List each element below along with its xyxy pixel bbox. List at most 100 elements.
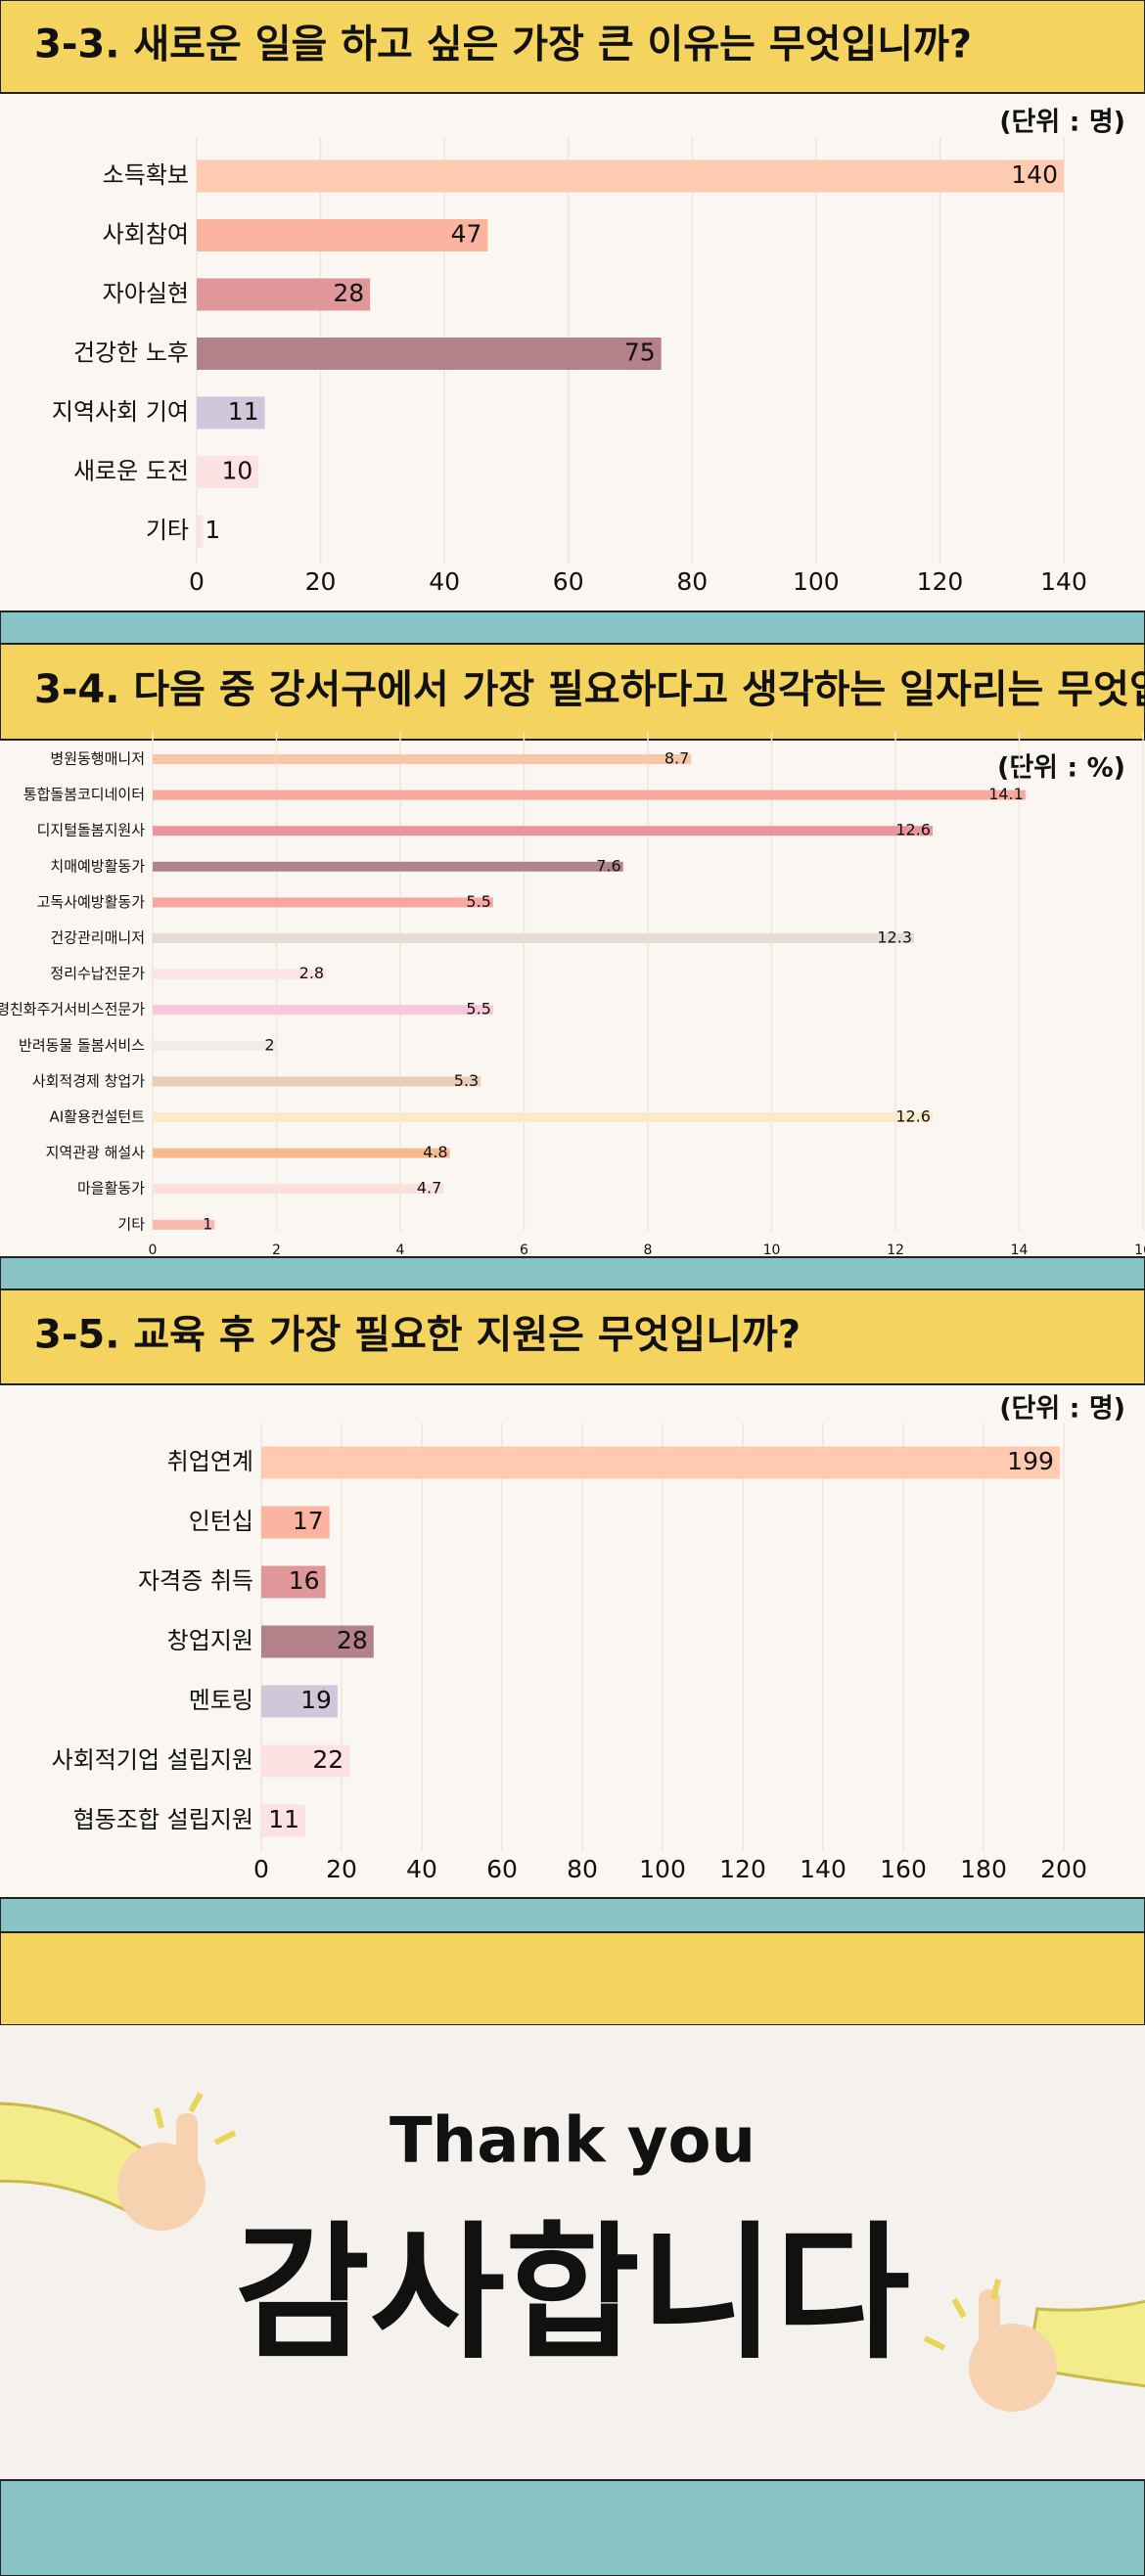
bar	[197, 159, 1064, 193]
bar	[261, 1506, 330, 1539]
section-title: 3-4. 다음 중 강서구에서 가장 필요하다고 생각하는 일자리는 무엇입니까…	[34, 667, 1145, 712]
x-tick-label: 8	[644, 1243, 653, 1258]
category-label: AI활용컨설턴트	[50, 1108, 146, 1126]
thumbs-up-right	[923, 2279, 1145, 2412]
bar	[153, 933, 914, 943]
separator	[0, 1256, 1145, 1290]
category-label: 사회참여	[103, 221, 189, 249]
value-label: 10	[221, 457, 252, 485]
unit-label: (단위 : 명)	[999, 108, 1125, 138]
section-title: 3-5. 교육 후 가장 필요한 지원은 무엇입니까?	[34, 1313, 801, 1358]
category-label: 기타	[146, 517, 189, 544]
x-tick-label: 20	[305, 567, 337, 596]
value-label: 12.3	[877, 928, 912, 947]
value-label: 75	[624, 339, 656, 367]
value-label: 2.8	[299, 964, 324, 982]
x-tick-label: 2	[272, 1243, 281, 1258]
value-label: 199	[1007, 1447, 1054, 1475]
x-tick-label: 60	[553, 567, 584, 596]
category-label: 새로운 도전	[73, 458, 189, 485]
x-tick-label: 20	[326, 1855, 357, 1883]
x-tick-label: 16	[1134, 1243, 1145, 1258]
bar	[261, 1625, 374, 1658]
x-tick-label: 0	[149, 1243, 158, 1258]
closing-english: Thank you	[389, 2105, 756, 2178]
x-tick-label: 14	[1011, 1243, 1029, 1258]
section-header	[0, 643, 1145, 741]
bar	[261, 1565, 326, 1599]
x-tick-label: 0	[253, 1855, 269, 1883]
category-label: 자격증 취득	[138, 1567, 253, 1595]
category-label: 소득확보	[103, 161, 189, 189]
category-label: 치매예방활동가	[50, 857, 145, 875]
separator	[0, 2479, 1145, 2576]
closing-panel	[0, 2025, 1145, 2480]
value-label: 5.5	[466, 892, 490, 911]
value-label: 47	[451, 220, 482, 249]
category-label: 병원동행매니저	[50, 750, 145, 768]
x-tick-label: 0	[189, 567, 205, 596]
value-label: 5.5	[466, 1000, 490, 1018]
band	[0, 1931, 1145, 2026]
bar	[261, 1804, 306, 1837]
x-tick-label: 120	[917, 567, 964, 596]
x-tick-label: 40	[429, 567, 460, 596]
bar	[153, 1040, 277, 1051]
bar	[261, 1685, 338, 1718]
bar	[153, 754, 692, 764]
bar	[153, 861, 623, 872]
unit-label: (단위 : %)	[997, 753, 1125, 784]
category-label: 취업연계	[167, 1448, 253, 1475]
value-label: 11	[228, 397, 259, 426]
category-label: 멘토링	[189, 1687, 253, 1714]
x-tick-label: 10	[763, 1243, 781, 1258]
value-label: 140	[1011, 160, 1058, 189]
category-label: 지역관광 해설사	[46, 1144, 146, 1161]
category-label: 사회적경제 창업가	[32, 1072, 145, 1090]
x-tick-label: 160	[880, 1855, 927, 1883]
bar	[153, 1219, 215, 1230]
x-tick-label: 6	[520, 1243, 528, 1258]
bar	[153, 1112, 933, 1122]
x-tick-label: 140	[1040, 567, 1087, 596]
bar	[261, 1446, 1060, 1479]
x-tick-label: 140	[800, 1855, 847, 1883]
separator	[0, 610, 1145, 645]
x-tick-label: 100	[639, 1855, 686, 1883]
category-label: 지역사회 기여	[52, 398, 189, 426]
bar	[153, 1076, 481, 1087]
value-label: 12.6	[895, 1107, 931, 1126]
bar	[153, 1005, 493, 1016]
x-tick-label: 40	[406, 1855, 437, 1883]
value-label: 19	[300, 1686, 332, 1714]
section-title: 3-3. 새로운 일을 하고 싶은 가장 큰 이유는 무엇입니까?	[34, 23, 972, 68]
category-label: 정리수납전문가	[50, 965, 145, 982]
separator	[0, 1897, 1145, 1933]
category-label: 건강관리매니저	[50, 929, 145, 947]
x-tick-label: 180	[960, 1855, 1007, 1883]
value-label: 28	[337, 1626, 368, 1654]
x-tick-label: 80	[567, 1855, 598, 1883]
category-label: 창업지원	[167, 1627, 253, 1654]
bar	[197, 456, 259, 488]
category-label: 사회적기업 설립지원	[52, 1746, 253, 1774]
category-label: 반려동물 돌봄서비스	[19, 1036, 145, 1054]
bar	[261, 1744, 350, 1778]
value-label: 12.6	[895, 821, 931, 839]
closing-korean: 감사합니다	[235, 2209, 910, 2379]
value-label: 5.3	[454, 1071, 479, 1090]
bar	[197, 515, 204, 548]
category-label: 협동조합 설립지원	[73, 1806, 253, 1833]
value-label: 2	[264, 1035, 274, 1054]
category-label: 고령친화주거서비스전문가	[0, 1001, 145, 1018]
bar	[153, 1184, 444, 1195]
value-label: 1	[205, 516, 220, 544]
bar	[153, 1148, 450, 1158]
bar	[197, 278, 371, 311]
value-label: 17	[293, 1507, 324, 1535]
thumbs-up-left	[0, 2092, 237, 2231]
category-label: 건강한 노후	[73, 339, 189, 367]
value-label: 7.6	[596, 856, 620, 875]
bar	[197, 396, 265, 429]
